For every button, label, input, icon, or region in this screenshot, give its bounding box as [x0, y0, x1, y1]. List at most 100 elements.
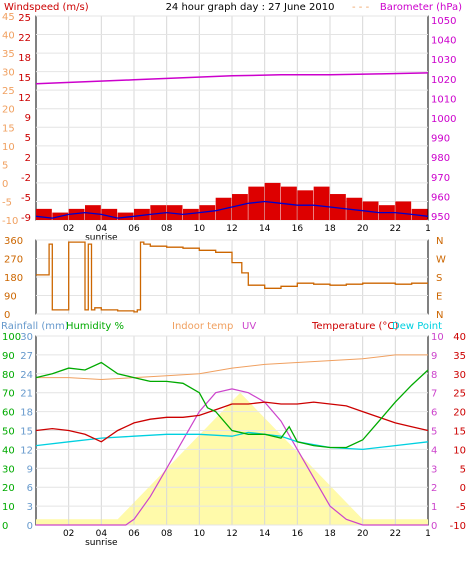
wind-direction-line [36, 241, 428, 313]
windspeed-bar [330, 194, 346, 220]
chart2-y-right-tick: N [436, 236, 443, 247]
chart1-y-right-tick: 1030 [431, 55, 456, 66]
windspeed-bar [232, 194, 248, 220]
chart1-y-red-tick: -2 [21, 173, 31, 184]
chart3-x-tick-label: 02 [63, 529, 74, 539]
chart1-y-orange-tick: 10 [2, 142, 15, 153]
chart3-x-tick-label: 10 [194, 529, 206, 539]
chart1-y-red-tick: 22 [18, 33, 31, 44]
chart3-y-humidity-tick: 30 [2, 464, 15, 475]
chart2-wind-direction: 360 N 270 W 180 S 90 E 0 N [4, 236, 446, 321]
chart1-y-red-tick: 18 [18, 53, 31, 64]
chart3-y-temp-tick: 20 [453, 408, 466, 419]
chart3-x-tick-label: 12 [226, 529, 237, 539]
chart1-y-orange-tick: -10 [2, 216, 18, 227]
chart1-y-right-tick: 1050 [431, 16, 456, 27]
chart2-y-right-tick: E [436, 292, 442, 303]
chart3-y-rain-tick: 3 [27, 502, 33, 513]
chart3-rainfall-label: Rainfall (mm) [1, 321, 69, 332]
chart1-y-right-tick: 950 [431, 212, 450, 223]
chart3-sunrise-label: sunrise [85, 538, 118, 548]
chart1-y-red-tick: 15 [18, 73, 31, 84]
windspeed-bar [313, 186, 330, 220]
chart1-y-red-tick: -5 [21, 193, 31, 204]
chart1-right-label: Barometer (hPa) [380, 2, 462, 13]
chart3-dewpoint-label: Dew Point [392, 321, 442, 332]
chart3-indoor-label: Indoor temp [172, 321, 233, 332]
chart1-y-right-tick: 1020 [431, 75, 456, 86]
chart2-y-right-tick: N [436, 310, 443, 321]
chart3-y-rain-tick: 15 [20, 427, 33, 438]
windspeed-bar [362, 201, 379, 220]
chart3-y-uv-tick: 8 [431, 370, 437, 381]
chart1-y-orange-tick: 25 [2, 86, 15, 97]
chart2-y-right-tick: W [436, 255, 446, 266]
windspeed-bar [150, 205, 167, 220]
chart1-y-red-tick: 5 [25, 133, 31, 144]
chart1-y-right-tick: 970 [431, 173, 450, 184]
chart3-y-temp-tick: 35 [453, 351, 466, 362]
chart1-y-orange-tick: 0 [2, 179, 8, 190]
temperature-line [35, 401, 429, 443]
chart3-y-humidity-tick: 100 [2, 332, 21, 343]
chart1-sunrise-label: sunrise [85, 233, 118, 243]
chart1-x-tick-label: 22 [390, 224, 401, 234]
chart3-x-tick-label: 22 [390, 529, 401, 539]
chart3-y-uv-tick: 0 [431, 521, 437, 532]
chart3-y-uv-tick: 4 [431, 445, 437, 456]
chart1-x-tick-label: 10 [194, 224, 206, 234]
chart3-y-temp-tick: 10 [453, 445, 466, 456]
chart3-y-rain-tick: 21 [20, 389, 33, 400]
chart3-y-uv-tick: 1 [431, 502, 437, 513]
windspeed-bar [134, 208, 150, 220]
chart3-y-temp-tick: 25 [453, 389, 466, 400]
windspeed-bar [346, 197, 363, 220]
chart3-y-temp-tick: 0 [460, 483, 466, 494]
chart2-y-right-tick: S [436, 273, 442, 284]
chart3-humidity-label: Humidity % [66, 321, 124, 332]
chart2-y-left-tick: 0 [4, 310, 10, 321]
wind-average-line [35, 200, 429, 219]
chart2-y-left-tick: 90 [4, 292, 17, 303]
chart3-x-tick-label: 16 [292, 529, 304, 539]
chart3-y-humidity-tick: 70 [2, 389, 15, 400]
chart1-y-red-tick: 12 [18, 93, 31, 104]
indoor-temp-line [36, 354, 428, 381]
chart1-title: 24 hour graph day : 27 June 2010 [166, 2, 335, 13]
chart3-x-tick-label: 18 [324, 529, 336, 539]
chart1-x-tick-label: 20 [357, 224, 369, 234]
windspeed-bar [183, 208, 199, 220]
chart1-y-orange-tick: 30 [2, 68, 15, 79]
chart2-y-left-tick: 180 [4, 273, 23, 284]
chart3-x-tick-label: 08 [161, 529, 173, 539]
chart3-y-rain-tick: 30 [20, 332, 33, 343]
chart3-x-tick-end: 1 [425, 529, 431, 539]
windspeed-bar [36, 208, 52, 220]
chart1-y-right-tick: 960 [431, 192, 450, 203]
chart1-y-orange-tick: 20 [2, 105, 15, 116]
chart1-y-right-tick: 980 [431, 153, 450, 164]
windspeed-bar [68, 208, 85, 220]
chart3-y-uv-tick: 9 [431, 351, 437, 362]
windspeed-bar [248, 186, 265, 220]
chart3-x-tick-label: 06 [128, 529, 140, 539]
chart3-y-humidity-tick: 20 [2, 483, 15, 494]
chart1-left-label: Windspeed (m/s) [4, 2, 89, 13]
chart1-y-right-tick: 990 [431, 134, 450, 145]
chart2-y-left-tick: 360 [4, 236, 23, 247]
chart3-y-temp-tick: 15 [453, 427, 466, 438]
chart3-y-uv-tick: 2 [431, 483, 437, 494]
chart3-y-humidity-tick: 90 [2, 351, 15, 362]
chart3-y-temp-tick: 30 [453, 370, 466, 381]
chart3-y-humidity-tick: 60 [2, 408, 15, 419]
chart3-y-humidity-tick: 0 [2, 521, 8, 532]
windspeed-bar [85, 205, 101, 220]
chart1-x-tick-label: 08 [161, 224, 173, 234]
barometer-line [35, 72, 429, 85]
windspeed-bar [395, 201, 412, 220]
chart3-y-rain-tick: 27 [20, 351, 33, 362]
windspeed-bar [101, 208, 118, 220]
chart3-y-rain-tick: 12 [20, 445, 33, 456]
